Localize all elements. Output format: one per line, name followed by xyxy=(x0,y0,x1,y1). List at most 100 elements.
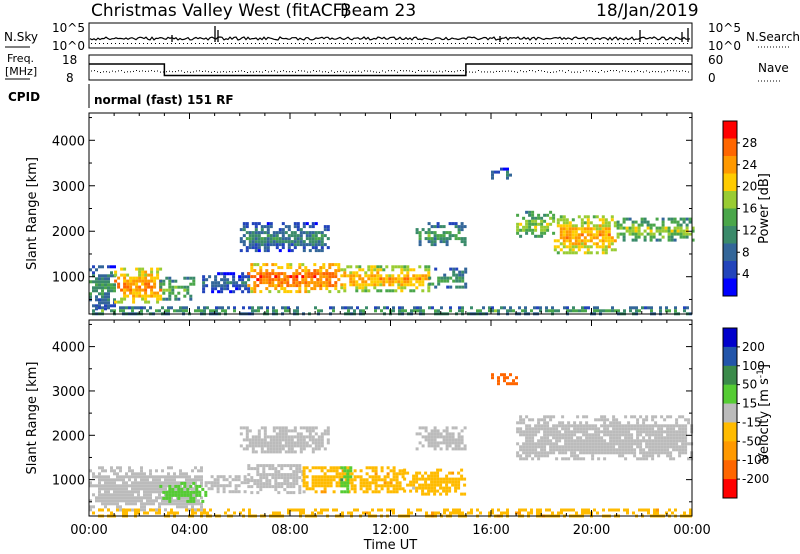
velocity-pixel xyxy=(290,438,294,442)
power-pixel xyxy=(107,283,110,287)
velocity-pixel xyxy=(537,451,541,455)
velocity-pixel xyxy=(280,482,284,486)
power-pixel xyxy=(302,249,306,253)
power-pixel xyxy=(235,281,239,285)
power-pixel xyxy=(323,225,327,229)
power-pixel xyxy=(266,309,269,313)
power-pixel xyxy=(298,287,302,291)
velocity-pixel xyxy=(140,484,143,488)
power-pixel xyxy=(232,272,236,276)
velocity-pixel xyxy=(251,438,255,442)
power-region xyxy=(340,265,431,293)
velocity-pixel xyxy=(457,486,461,490)
nave-dot xyxy=(154,70,155,72)
velocity-pixel xyxy=(204,481,208,485)
velocity-pixel xyxy=(308,469,312,473)
velocity-pixel xyxy=(654,436,658,440)
power-pixel xyxy=(325,284,329,288)
power-pixel xyxy=(528,210,532,214)
velocity-pixel xyxy=(113,502,116,506)
velocity-pixel xyxy=(263,432,267,436)
velocity-pixel xyxy=(353,475,357,479)
nsearch-dot xyxy=(307,43,308,44)
power-pixel xyxy=(635,306,638,310)
velocity-pixel xyxy=(195,493,199,497)
power-pixel xyxy=(640,217,644,221)
velocity-pixel xyxy=(403,477,407,481)
power-pixel xyxy=(227,306,230,310)
velocity-pixel xyxy=(271,485,275,489)
power-pixel xyxy=(385,265,389,269)
power-pixel xyxy=(358,268,362,272)
velocity-pixel xyxy=(648,445,652,449)
velocity-pixel xyxy=(657,424,661,428)
power-pixel xyxy=(307,275,311,279)
nsearch-dot xyxy=(547,43,548,44)
x-tick-label: 12:00 xyxy=(372,523,409,538)
velocity-pixel xyxy=(424,480,428,484)
velocity-pixel xyxy=(615,439,619,443)
power-pixel xyxy=(92,286,95,290)
velocity-pixel xyxy=(524,508,527,512)
velocity-pixel xyxy=(260,426,264,430)
nave-dot xyxy=(361,71,362,73)
velocity-pixel xyxy=(104,496,107,500)
y-axis-label: Slant Range [km] xyxy=(25,362,40,475)
velocity-pixel xyxy=(579,421,583,425)
power-pixel xyxy=(358,274,362,278)
velocity-pixel xyxy=(606,418,610,422)
power-pixel xyxy=(640,223,644,227)
nsearch-dot xyxy=(439,43,440,44)
power-pixel xyxy=(135,279,139,283)
nsearch-dot xyxy=(387,43,388,44)
power-pixel xyxy=(186,288,190,292)
velocity-pixel xyxy=(161,484,164,488)
velocity-pixel xyxy=(125,496,128,500)
power-pixel xyxy=(454,237,458,241)
nave-dot xyxy=(541,70,542,72)
velocity-pixel xyxy=(669,442,673,446)
power-pixel xyxy=(110,289,113,293)
power-pixel xyxy=(589,230,593,234)
velocity-pixel xyxy=(268,485,272,489)
velocity-pixel xyxy=(274,470,278,474)
velocity-pixel xyxy=(272,429,276,433)
power-pixel xyxy=(616,235,620,239)
velocity-pixel xyxy=(131,472,134,476)
velocity-pixel xyxy=(421,444,425,448)
velocity-pixel xyxy=(570,439,574,443)
power-pixel xyxy=(649,235,653,239)
power-pixel xyxy=(577,242,581,246)
velocity-pixel xyxy=(536,511,539,515)
velocity-pixel xyxy=(311,426,315,430)
power-pixel xyxy=(673,220,677,224)
power-pixel xyxy=(370,274,374,278)
velocity-pixel xyxy=(454,426,458,430)
velocity-pixel xyxy=(320,478,324,482)
velocity-pixels xyxy=(89,373,694,518)
power-pixel xyxy=(568,224,572,228)
nave-dot xyxy=(505,70,506,72)
power-pixel xyxy=(406,283,410,287)
velocity-pixel xyxy=(573,448,577,452)
velocity-pixel xyxy=(277,476,281,480)
nsearch-dot xyxy=(115,43,116,44)
power-pixel xyxy=(98,292,101,296)
power-pixel xyxy=(226,284,230,288)
velocity-pixel xyxy=(302,478,306,482)
power-pixel xyxy=(132,297,136,301)
velocity-pixel xyxy=(119,508,122,512)
power-pixel xyxy=(223,278,227,282)
velocity-pixel xyxy=(292,479,296,483)
power-pixel xyxy=(129,279,133,283)
velocity-pixel xyxy=(687,442,691,446)
power-pixel xyxy=(275,243,279,247)
velocity-pixel xyxy=(256,467,260,471)
colorbar-tick-label: -50 xyxy=(742,434,762,448)
power-pixel xyxy=(302,225,306,229)
power-pixel xyxy=(580,227,584,231)
power-pixel xyxy=(278,228,282,232)
velocity-pixel xyxy=(576,427,580,431)
nave-dot xyxy=(640,71,641,72)
nave-dot xyxy=(166,71,167,73)
